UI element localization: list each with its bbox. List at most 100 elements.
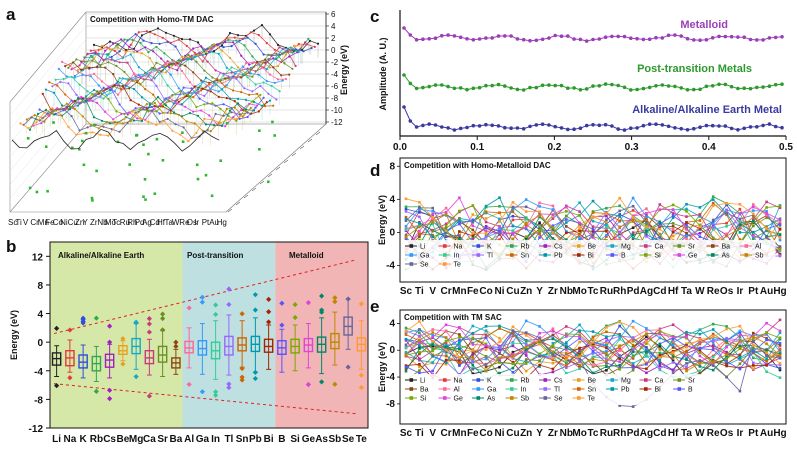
series-marker [765, 227, 768, 230]
amplitude-point [515, 87, 520, 92]
waterfall-point [102, 59, 105, 62]
panel-d: d Competition with Homo-Metalloid DACEner… [370, 157, 787, 297]
series-marker [618, 213, 621, 216]
series-marker [498, 356, 501, 360]
legend-marker [644, 387, 648, 391]
y-tick-label: -8 [386, 399, 395, 410]
waterfall-point [89, 75, 92, 78]
series-marker [698, 354, 702, 358]
series-marker [711, 225, 715, 229]
series-marker [605, 349, 608, 353]
outlier-marker [80, 320, 86, 326]
amplitude-point [748, 125, 753, 129]
series-marker [471, 324, 475, 328]
legend-marker [510, 244, 514, 248]
series-marker [685, 202, 688, 206]
waterfall-point [240, 91, 243, 94]
x-tick-label: Nb [97, 218, 108, 227]
series-marker [698, 341, 702, 344]
series-marker [658, 328, 662, 332]
amplitude-point [471, 38, 476, 42]
series-marker [498, 365, 501, 369]
outlier-marker [107, 339, 113, 345]
x-tick-label: Ni [60, 218, 68, 227]
x-tick-label: Co [479, 428, 492, 439]
waterfall-point [172, 111, 176, 114]
waterfall-point [262, 53, 265, 56]
outlier-marker [239, 377, 245, 383]
series-marker [605, 229, 608, 233]
x-tick-label: Cr [441, 286, 452, 297]
x-tick-label: Ti [415, 286, 424, 297]
series-marker [551, 344, 555, 347]
amplitude-point [452, 34, 457, 38]
y-tick-label: 0 [331, 46, 336, 55]
series-marker [778, 329, 782, 333]
amplitude-point [458, 35, 463, 40]
waterfall-point [230, 111, 233, 114]
amplitude-point [402, 26, 406, 30]
legend-marker [543, 378, 548, 382]
floor-edge-back [225, 123, 327, 213]
series-marker [631, 363, 635, 367]
series-marker [658, 368, 662, 372]
series-marker [645, 329, 648, 332]
series-marker [471, 349, 475, 352]
legend-label: Se [420, 262, 429, 269]
waterfall-point [160, 57, 163, 60]
x-tick-label: Hf [157, 218, 166, 227]
series-marker [484, 226, 488, 230]
series-marker [605, 346, 608, 349]
waterfall-point [158, 120, 161, 123]
series-marker [524, 198, 528, 201]
outlier-marker [213, 392, 219, 398]
waterfall-point [118, 130, 121, 133]
series-marker [671, 369, 675, 372]
series-marker [591, 355, 595, 359]
series-marker [711, 364, 715, 367]
series-marker [591, 232, 595, 236]
amplitude-point [553, 124, 557, 129]
series-marker [458, 219, 461, 223]
series-marker [685, 233, 688, 236]
series-marker [738, 223, 742, 226]
waterfall-point [102, 125, 105, 128]
waterfall-point [120, 38, 123, 41]
waterfall-point [104, 110, 107, 113]
amplitude-point [540, 122, 545, 126]
series-marker [631, 362, 635, 365]
legend-label: Ge [454, 396, 463, 403]
series-marker [431, 335, 434, 339]
waterfall-point [273, 81, 276, 84]
amplitude-point [666, 33, 671, 38]
series-marker [685, 369, 688, 373]
series-marker [484, 210, 488, 214]
waterfall-point [121, 84, 124, 88]
legend-marker [610, 378, 615, 382]
x-tick-label: Fe [467, 286, 479, 297]
series-marker [578, 355, 581, 359]
series-marker [524, 358, 528, 361]
amplitude-point [547, 123, 551, 127]
legend-marker [443, 253, 447, 257]
outlier-marker [146, 393, 152, 399]
region-label: Post-transition [187, 251, 244, 260]
legend-marker [711, 253, 715, 257]
series-marker [565, 210, 568, 213]
waterfall-point [176, 102, 179, 105]
series-marker [765, 206, 768, 209]
series-marker [645, 371, 648, 375]
waterfall-point [224, 125, 227, 128]
depth-tick [299, 145, 305, 150]
series-marker [591, 211, 595, 214]
amplitude-point [641, 86, 646, 91]
x-tick-label: Y [536, 428, 543, 439]
series-marker [752, 350, 755, 353]
series-marker [431, 222, 434, 226]
waterfall-point [107, 85, 110, 88]
series-marker [658, 356, 662, 359]
waterfall-point [232, 89, 235, 92]
amplitude-point [622, 85, 627, 90]
x-tick-label: Co [479, 286, 492, 297]
series-marker [778, 342, 782, 345]
